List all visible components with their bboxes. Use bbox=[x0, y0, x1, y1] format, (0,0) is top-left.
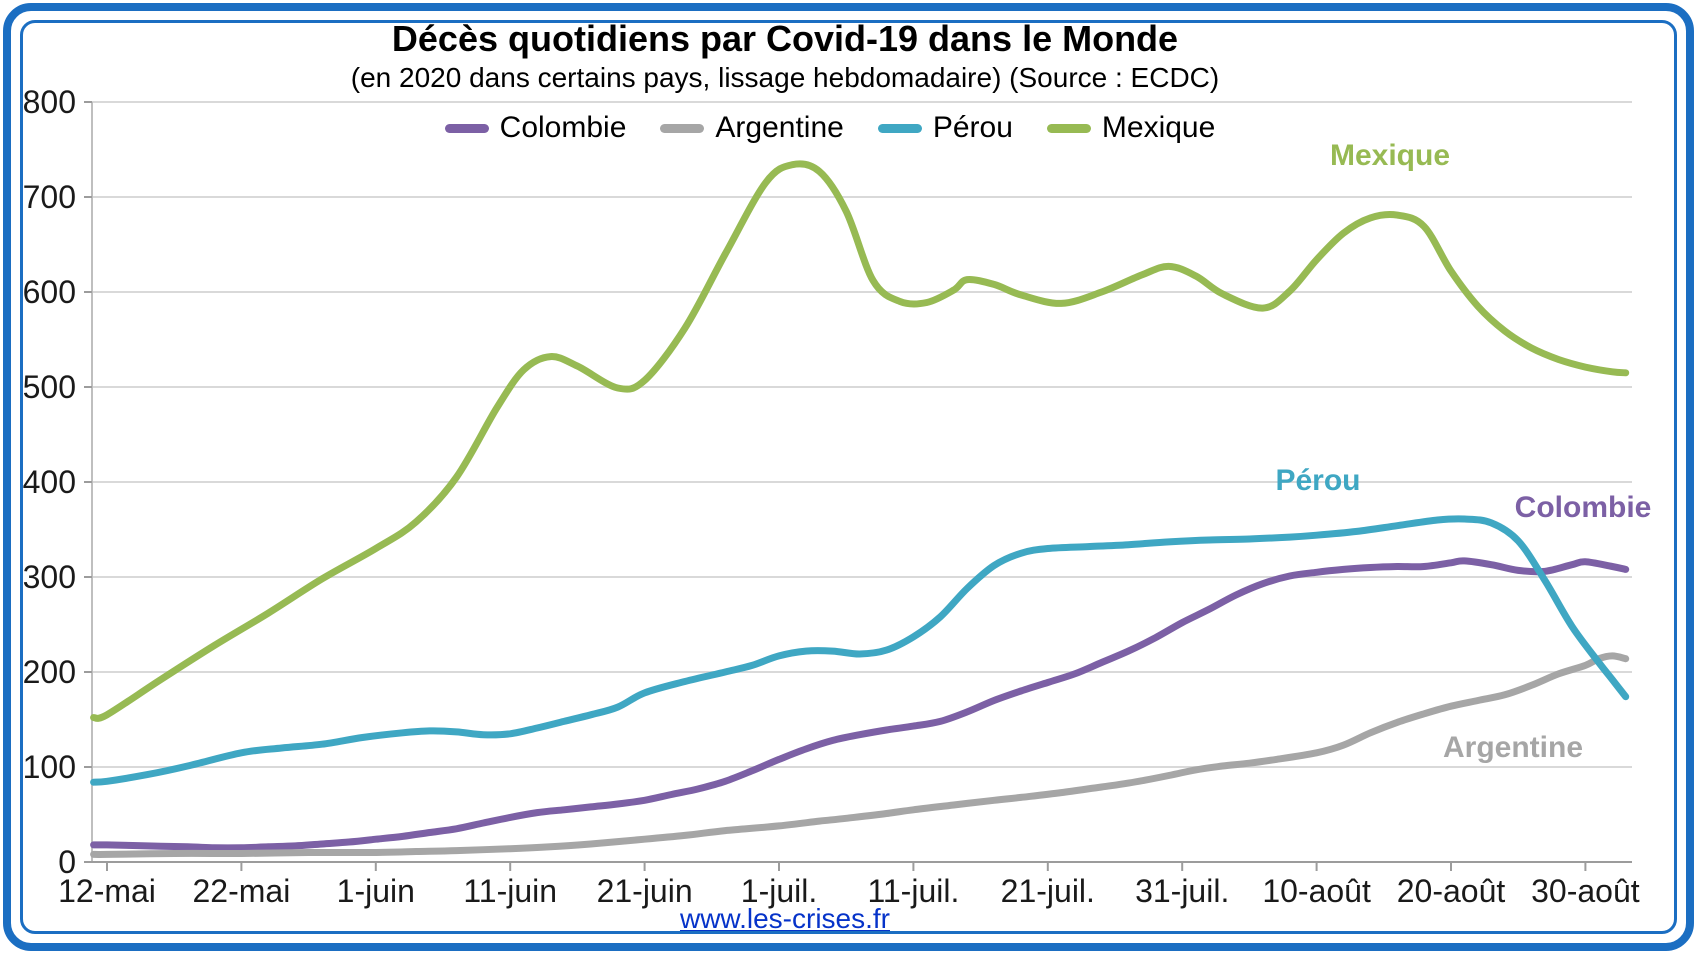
x-tick-label: 12-mai bbox=[58, 873, 156, 909]
legend-swatch-icon bbox=[877, 123, 922, 133]
y-tick-label: 100 bbox=[23, 749, 76, 785]
chart-legend: Colombie Argentine Pérou Mexique bbox=[0, 111, 1660, 145]
y-tick-label: 700 bbox=[23, 179, 76, 215]
legend-swatch-icon bbox=[444, 123, 489, 133]
y-tick-label: 800 bbox=[23, 84, 76, 120]
series-label-mexique: Mexique bbox=[1329, 139, 1451, 172]
legend-item-mexique: Mexique bbox=[1046, 111, 1216, 145]
series-label-argentine: Argentine bbox=[1442, 731, 1584, 764]
x-tick-label: 11-juin bbox=[463, 873, 557, 909]
x-tick-label: 1-juin bbox=[337, 873, 415, 909]
legend-label: Argentine bbox=[715, 111, 844, 144]
series-line-argentine bbox=[90, 652, 1630, 858]
series-label-perou: Pérou bbox=[1275, 464, 1361, 497]
chart-title: Décès quotidiens par Covid-19 dans le Mo… bbox=[391, 18, 1179, 59]
x-tick-label: 20-août bbox=[1397, 873, 1506, 909]
series-line-colombie bbox=[90, 557, 1630, 852]
series-line-mexique bbox=[90, 160, 1630, 722]
chart-subtitle: (en 2020 dans certains pays, lissage heb… bbox=[350, 62, 1220, 93]
series-label-colombie: Colombie bbox=[1514, 491, 1652, 524]
x-tick-label: 11-juil. bbox=[867, 873, 959, 909]
x-tick-label: 22-mai bbox=[192, 873, 290, 909]
legend-item-prou: Pérou bbox=[877, 111, 1013, 145]
legend-label: Colombie bbox=[499, 111, 627, 144]
x-tick-label: 1-juil. bbox=[741, 873, 817, 909]
source-link[interactable]: www.les-crises.fr bbox=[679, 903, 890, 934]
x-tick-label: 21-juil. bbox=[1001, 873, 1095, 909]
y-tick-label: 300 bbox=[23, 559, 76, 595]
legend-item-argentine: Argentine bbox=[660, 111, 844, 145]
legend-swatch-icon bbox=[660, 123, 705, 133]
legend-item-colombie: Colombie bbox=[444, 111, 627, 145]
footer-link-row: www.les-crises.fr bbox=[0, 903, 1570, 935]
y-tick-label: 600 bbox=[23, 274, 76, 310]
y-tick-label: 200 bbox=[23, 654, 76, 690]
x-tick-label: 10-août bbox=[1262, 873, 1371, 909]
y-tick-label: 500 bbox=[23, 369, 76, 405]
series-line-prou bbox=[90, 515, 1630, 786]
x-tick-label: 21-juin bbox=[597, 873, 693, 909]
legend-swatch-icon bbox=[1046, 123, 1091, 133]
y-tick-label: 400 bbox=[23, 464, 76, 500]
x-tick-label: 30-août bbox=[1531, 873, 1640, 909]
y-tick-label: 0 bbox=[58, 844, 76, 880]
x-tick-label: 31-juil. bbox=[1135, 873, 1229, 909]
legend-label: Pérou bbox=[932, 111, 1013, 144]
legend-label: Mexique bbox=[1101, 111, 1216, 144]
